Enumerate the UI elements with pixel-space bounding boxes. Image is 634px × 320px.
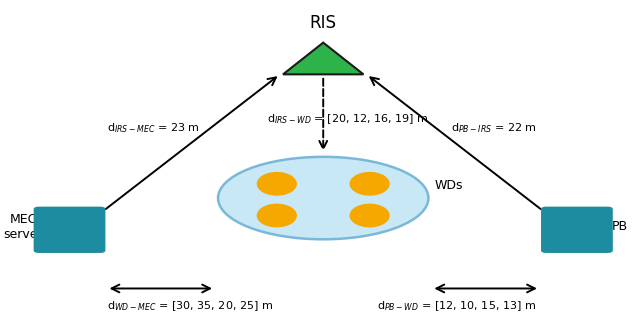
Text: d$_{IRS-MEC}$ = 23 m: d$_{IRS-MEC}$ = 23 m xyxy=(107,121,200,135)
Text: PB: PB xyxy=(612,220,628,233)
Text: d$_{WD-MEC}$ = [30, 35, 20, 25] m: d$_{WD-MEC}$ = [30, 35, 20, 25] m xyxy=(107,299,273,313)
Text: RIS: RIS xyxy=(310,13,337,32)
Text: WDs: WDs xyxy=(434,179,463,192)
Ellipse shape xyxy=(349,204,390,228)
Ellipse shape xyxy=(257,172,297,196)
FancyBboxPatch shape xyxy=(541,207,613,253)
Ellipse shape xyxy=(349,172,390,196)
Ellipse shape xyxy=(257,204,297,228)
Text: d$_{IRS-WD}$ = [20, 12, 16, 19] m: d$_{IRS-WD}$ = [20, 12, 16, 19] m xyxy=(267,112,429,126)
Text: d$_{PB-WD}$ = [12, 10, 15, 13] m: d$_{PB-WD}$ = [12, 10, 15, 13] m xyxy=(377,299,536,313)
Text: MEC
server: MEC server xyxy=(3,212,43,241)
FancyBboxPatch shape xyxy=(34,207,105,253)
Ellipse shape xyxy=(218,157,429,239)
Text: d$_{PB-IRS}$ = 22 m: d$_{PB-IRS}$ = 22 m xyxy=(451,121,536,135)
Polygon shape xyxy=(283,43,363,74)
